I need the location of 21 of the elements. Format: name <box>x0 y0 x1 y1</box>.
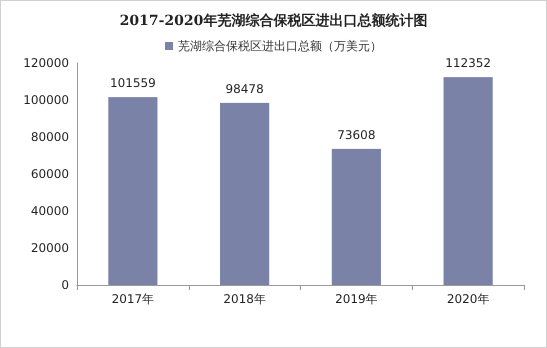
y-tick-label: 20000 <box>30 241 69 255</box>
y-tick-label: 60000 <box>30 167 69 181</box>
x-tick-label: 2018年 <box>223 292 266 306</box>
x-tick-label: 2019年 <box>335 292 378 306</box>
data-label: 101559 <box>110 76 156 90</box>
x-tick-label: 2020年 <box>446 292 490 306</box>
bar <box>108 97 158 285</box>
bar <box>332 148 381 285</box>
bar <box>220 102 270 285</box>
y-tick-label: 40000 <box>30 204 69 218</box>
x-tick-label: 2017年 <box>112 292 154 306</box>
data-label: 112352 <box>445 56 492 70</box>
y-tick-label: 80000 <box>30 130 69 144</box>
legend-label: 芜湖综合保税区进出口总额（万美元） <box>178 39 382 53</box>
data-label: 98478 <box>226 82 264 96</box>
y-tick-label: 120000 <box>23 56 69 70</box>
y-tick-label: 100000 <box>23 93 69 107</box>
data-label: 73608 <box>337 128 376 142</box>
y-tick-label: 0 <box>61 278 69 292</box>
chart-title: 2017-2020年芜湖综合保税区进出口总额统计图 <box>120 12 428 29</box>
bar <box>444 77 493 285</box>
